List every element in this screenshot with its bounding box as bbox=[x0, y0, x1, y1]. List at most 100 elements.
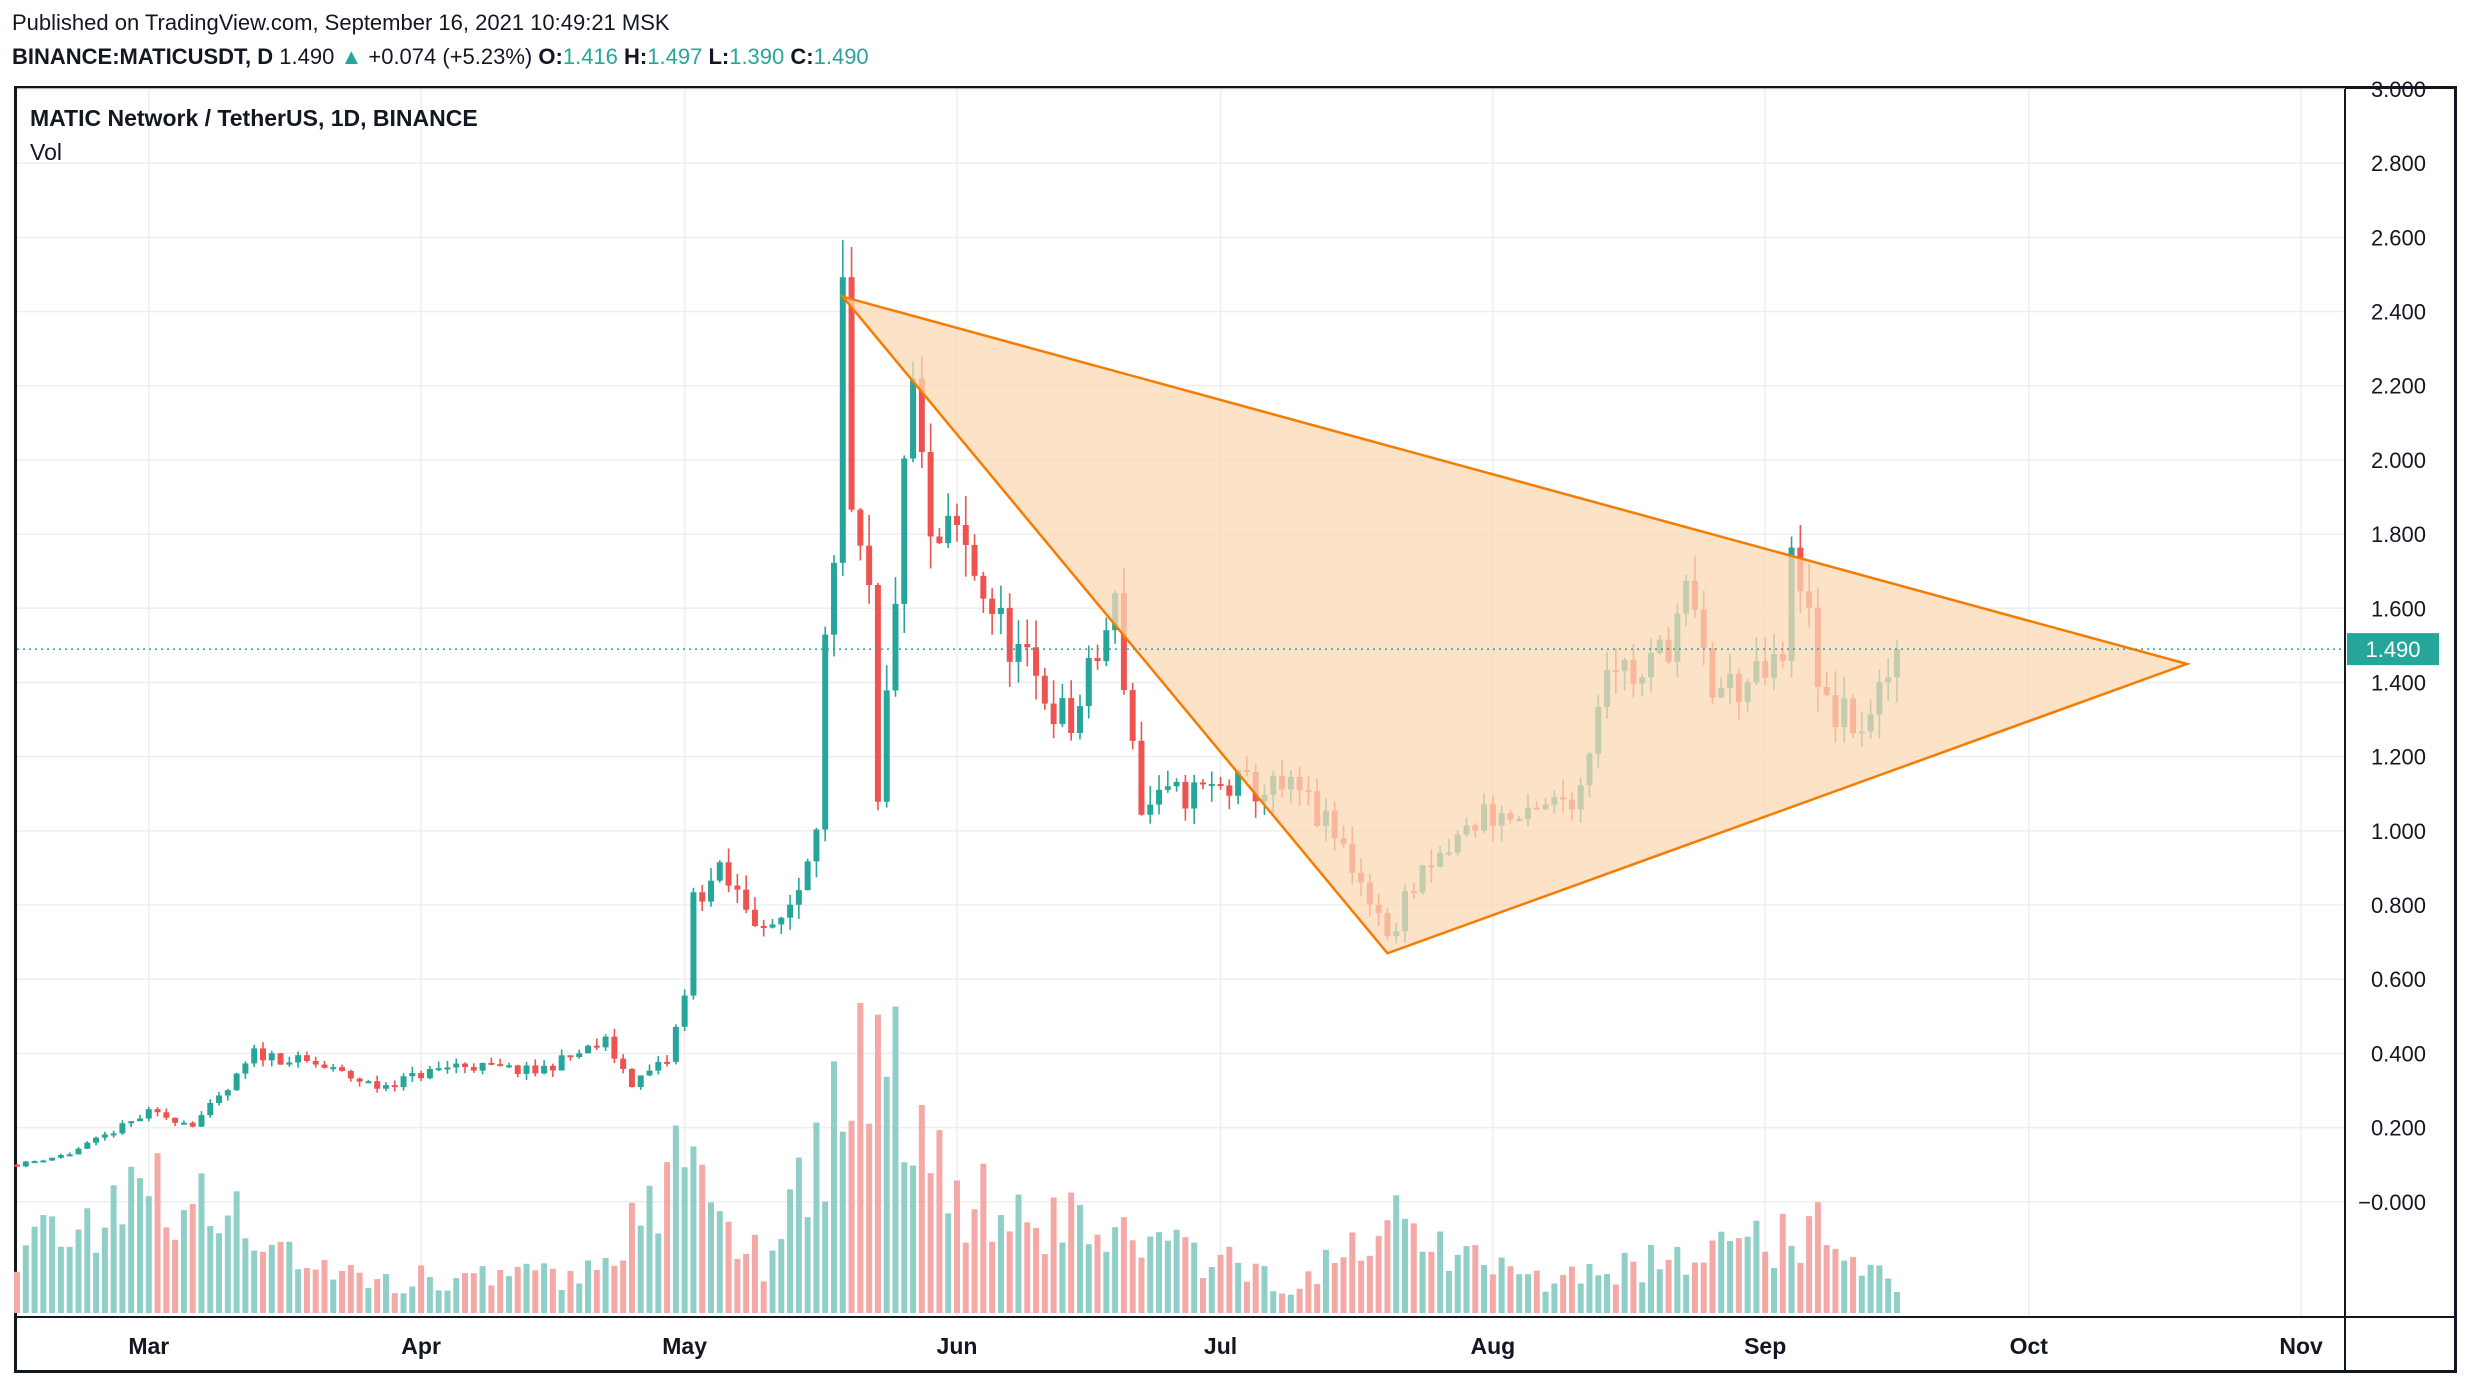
y-tick-label: 1.200 bbox=[2371, 745, 2426, 770]
candle-body bbox=[93, 1137, 100, 1143]
candle-body bbox=[874, 584, 881, 802]
volume-bar bbox=[1419, 1251, 1426, 1313]
volume-bar bbox=[523, 1263, 530, 1313]
volume-bar bbox=[1410, 1223, 1417, 1313]
volume-bar bbox=[1428, 1251, 1435, 1313]
candle-body bbox=[848, 277, 855, 510]
volume-bar bbox=[1630, 1261, 1637, 1313]
volume-bar bbox=[848, 1120, 855, 1313]
candle-body bbox=[708, 880, 714, 902]
volume-bar bbox=[637, 1225, 644, 1313]
candle-body bbox=[593, 1045, 600, 1048]
volume-bar bbox=[1331, 1263, 1338, 1313]
candle-body bbox=[1226, 785, 1233, 796]
volume-bar bbox=[681, 1167, 688, 1313]
candle-body bbox=[1050, 703, 1057, 725]
volume-bar bbox=[1112, 1227, 1119, 1313]
candle-body bbox=[207, 1102, 214, 1116]
candle-body bbox=[312, 1061, 319, 1065]
candle-body bbox=[409, 1073, 416, 1077]
volume-bar bbox=[382, 1273, 389, 1313]
volume-bar bbox=[787, 1189, 794, 1313]
volume-bar bbox=[1727, 1241, 1734, 1313]
volume-bar bbox=[31, 1226, 38, 1313]
candle-body bbox=[347, 1070, 354, 1079]
x-tick-label: Nov bbox=[2279, 1333, 2323, 1359]
volume-bar bbox=[1138, 1257, 1145, 1313]
volume-bar bbox=[347, 1264, 354, 1313]
volume-bar bbox=[1314, 1283, 1321, 1313]
open-label: O: bbox=[538, 44, 563, 69]
candle-body bbox=[66, 1154, 73, 1157]
quote-line: BINANCE:MATICUSDT, D 1.490 ▲ +0.074 (+5.… bbox=[12, 42, 869, 72]
volume-bar bbox=[1103, 1251, 1110, 1313]
volume-bar bbox=[1454, 1254, 1461, 1313]
volume-bar bbox=[936, 1130, 943, 1313]
volume-bar bbox=[1226, 1246, 1233, 1313]
candle-body bbox=[119, 1123, 126, 1134]
volume-bar bbox=[1604, 1274, 1611, 1313]
volume-bar bbox=[145, 1196, 152, 1313]
volume-bar bbox=[216, 1233, 223, 1313]
volume-bar bbox=[883, 1076, 890, 1313]
volume-bar bbox=[725, 1221, 732, 1313]
volume-bar bbox=[1094, 1234, 1101, 1313]
volume-bar bbox=[1762, 1251, 1769, 1313]
volume-bar bbox=[1542, 1291, 1549, 1313]
candle-body bbox=[251, 1048, 258, 1064]
volume-bar bbox=[180, 1210, 187, 1313]
volume-bar bbox=[567, 1271, 574, 1313]
volume-bar bbox=[541, 1263, 548, 1313]
volume-bar bbox=[1445, 1270, 1452, 1313]
volume-bar bbox=[874, 1014, 881, 1313]
y-tick-label: 0.600 bbox=[2371, 967, 2426, 992]
volume-bar bbox=[593, 1269, 600, 1313]
candle-body bbox=[646, 1070, 653, 1076]
candle-body bbox=[1147, 804, 1154, 815]
volume-bar bbox=[1489, 1274, 1496, 1313]
candle-body bbox=[1041, 675, 1048, 704]
volume-bar bbox=[1366, 1255, 1373, 1313]
x-tick-label: Aug bbox=[1471, 1333, 1516, 1359]
chart-frame[interactable] bbox=[14, 86, 2457, 1373]
close-value: 1.490 bbox=[813, 44, 869, 69]
volume-bar bbox=[664, 1162, 671, 1313]
volume-bar bbox=[365, 1288, 372, 1313]
y-tick-label: 2.400 bbox=[2371, 300, 2426, 325]
volume-bar bbox=[1006, 1231, 1013, 1313]
volume-bar bbox=[646, 1185, 653, 1313]
candle-body bbox=[1156, 789, 1163, 805]
candle-body bbox=[31, 1161, 38, 1164]
volume-bar bbox=[286, 1241, 293, 1313]
volume-bar bbox=[1744, 1236, 1751, 1313]
candle-body bbox=[84, 1142, 91, 1149]
volume-bar bbox=[1349, 1232, 1356, 1313]
candle-body bbox=[672, 1026, 679, 1062]
volume-bar bbox=[813, 1122, 820, 1313]
candle-body bbox=[14, 1164, 20, 1167]
volume-bar bbox=[259, 1251, 266, 1313]
volume-bar bbox=[1340, 1257, 1347, 1313]
candle-body bbox=[268, 1053, 275, 1061]
volume-bar bbox=[980, 1163, 987, 1313]
candle-body bbox=[1191, 782, 1198, 809]
candle-body bbox=[233, 1073, 240, 1091]
volume-bar bbox=[1437, 1231, 1444, 1313]
candle-body bbox=[804, 861, 811, 891]
y-tick-label: 2.600 bbox=[2371, 225, 2426, 250]
chart-legend-title: MATIC Network / TetherUS, 1D, BINANCE bbox=[30, 105, 478, 131]
volume-bar bbox=[1893, 1291, 1900, 1313]
candle-body bbox=[989, 598, 996, 615]
x-tick-label: Mar bbox=[128, 1333, 169, 1359]
volume-bar bbox=[962, 1242, 969, 1313]
candle-body bbox=[822, 634, 829, 830]
volume-bar bbox=[1779, 1213, 1786, 1313]
candle-body bbox=[971, 544, 978, 576]
volume-bar bbox=[207, 1225, 214, 1313]
volume-bar bbox=[1586, 1263, 1593, 1313]
volume-bar bbox=[1393, 1195, 1400, 1313]
volume-bar bbox=[751, 1234, 758, 1313]
volume-bar bbox=[1841, 1260, 1848, 1313]
volume-bar bbox=[1120, 1217, 1127, 1313]
